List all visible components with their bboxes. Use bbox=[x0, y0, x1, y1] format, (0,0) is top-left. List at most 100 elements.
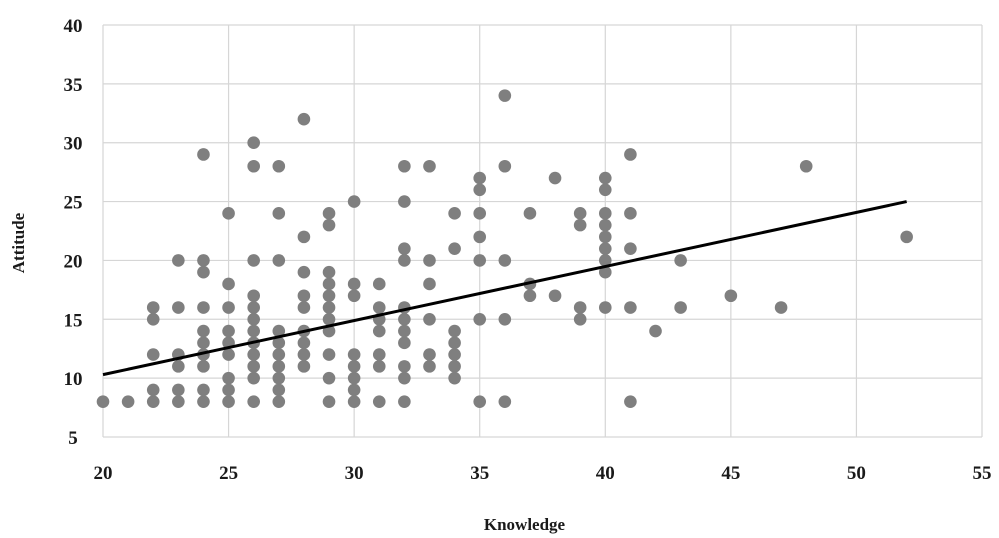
data-point bbox=[347, 395, 361, 408]
data-point bbox=[448, 348, 461, 361]
data-point bbox=[598, 207, 612, 220]
y-tick-label: 40 bbox=[64, 16, 83, 37]
data-point bbox=[674, 301, 687, 314]
data-point bbox=[272, 207, 286, 220]
data-point bbox=[322, 265, 336, 279]
data-point bbox=[900, 230, 913, 244]
data-point bbox=[598, 218, 612, 232]
data-point bbox=[197, 265, 210, 279]
data-point bbox=[197, 360, 210, 373]
data-point bbox=[624, 242, 637, 255]
data-point bbox=[448, 207, 461, 220]
data-point bbox=[398, 159, 411, 173]
data-point bbox=[498, 254, 512, 267]
data-point bbox=[272, 383, 286, 397]
data-point bbox=[247, 324, 260, 338]
data-point bbox=[498, 395, 512, 408]
data-point bbox=[272, 360, 286, 373]
data-point bbox=[372, 360, 386, 373]
data-point bbox=[172, 254, 185, 267]
y-tick-label: 30 bbox=[64, 134, 83, 155]
y-tick-label: 5 bbox=[68, 428, 78, 449]
data-point bbox=[674, 254, 687, 267]
data-point bbox=[372, 395, 386, 408]
data-point bbox=[247, 360, 260, 373]
data-point bbox=[598, 301, 612, 314]
data-point bbox=[297, 289, 311, 303]
data-point bbox=[146, 301, 160, 314]
data-point bbox=[322, 348, 336, 361]
data-point bbox=[197, 395, 210, 408]
data-point bbox=[598, 254, 612, 267]
y-tick-label: 20 bbox=[64, 251, 83, 272]
y-tick-label: 15 bbox=[64, 310, 83, 331]
data-point bbox=[624, 148, 637, 161]
x-tick-label: 45 bbox=[721, 463, 740, 484]
data-point bbox=[347, 277, 361, 291]
data-point bbox=[172, 383, 185, 397]
data-point bbox=[423, 312, 436, 326]
data-points bbox=[96, 89, 913, 408]
y-tick-label: 35 bbox=[64, 75, 83, 96]
data-point bbox=[398, 254, 411, 267]
data-point bbox=[498, 312, 512, 326]
data-point bbox=[297, 348, 311, 361]
data-point bbox=[322, 289, 336, 303]
data-point bbox=[423, 254, 436, 267]
data-point bbox=[222, 395, 235, 408]
data-point bbox=[272, 159, 286, 173]
data-point bbox=[598, 183, 612, 197]
data-point bbox=[498, 159, 512, 173]
data-point bbox=[222, 371, 235, 385]
data-point bbox=[448, 324, 461, 338]
data-point bbox=[172, 360, 185, 373]
data-point bbox=[347, 360, 361, 373]
data-point bbox=[297, 360, 311, 373]
data-point bbox=[322, 395, 336, 408]
data-point bbox=[322, 218, 336, 232]
y-tick-label: 10 bbox=[64, 369, 83, 390]
data-point bbox=[598, 265, 612, 279]
data-point bbox=[598, 171, 612, 185]
data-point bbox=[297, 301, 311, 314]
data-point bbox=[272, 395, 286, 408]
tick-labels: 5 10 15 20 25 30 35 40 20 25 30 35 40 45 50 55 bbox=[64, 16, 992, 484]
data-point bbox=[272, 348, 286, 361]
data-point bbox=[347, 371, 361, 385]
data-point bbox=[398, 360, 411, 373]
data-point bbox=[146, 348, 160, 361]
data-point bbox=[548, 289, 562, 303]
data-point bbox=[322, 312, 336, 326]
data-point bbox=[573, 312, 587, 326]
data-point bbox=[197, 324, 210, 338]
data-point bbox=[372, 301, 386, 314]
trendline-layer bbox=[102, 200, 907, 377]
data-point bbox=[573, 207, 587, 220]
data-point bbox=[247, 159, 260, 173]
trendline bbox=[102, 200, 907, 377]
data-point bbox=[598, 230, 612, 244]
data-point bbox=[498, 89, 512, 102]
data-point bbox=[649, 324, 662, 338]
data-point bbox=[598, 242, 612, 255]
data-point bbox=[322, 207, 336, 220]
data-point bbox=[448, 360, 461, 373]
data-point bbox=[423, 360, 436, 373]
data-point bbox=[272, 254, 286, 267]
data-point bbox=[624, 207, 637, 220]
data-point bbox=[423, 348, 436, 361]
x-tick-label: 40 bbox=[596, 463, 615, 484]
data-point bbox=[523, 289, 537, 303]
x-axis-title: Knowledge bbox=[484, 515, 566, 534]
data-point bbox=[724, 289, 738, 303]
data-point bbox=[347, 289, 361, 303]
data-point bbox=[398, 242, 411, 255]
data-point bbox=[322, 277, 336, 291]
data-point bbox=[146, 383, 160, 397]
data-point bbox=[774, 301, 788, 314]
x-tick-label: 25 bbox=[219, 463, 238, 484]
data-point bbox=[297, 336, 311, 350]
data-point bbox=[272, 336, 286, 350]
data-point bbox=[247, 254, 260, 267]
